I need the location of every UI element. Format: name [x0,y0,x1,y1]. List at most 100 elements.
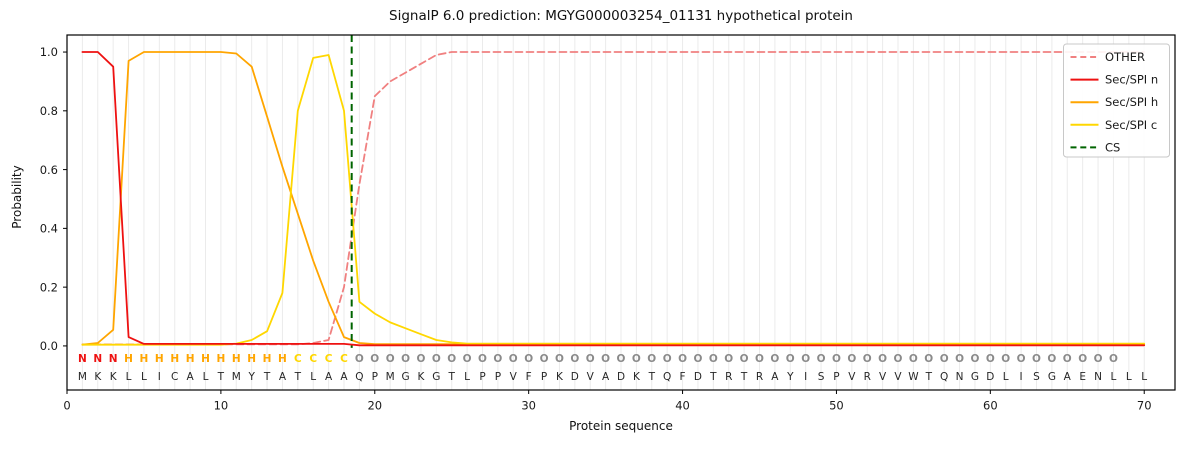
y-tick-label: 0.4 [40,222,58,236]
region-letter: H [155,353,164,365]
sequence-letter: L [1126,371,1132,383]
region-letter: O [970,353,979,365]
sequence-letter: L [1111,371,1117,383]
sequence-letter: L [141,371,147,383]
region-letter: O [1109,353,1118,365]
region-letter: O [647,353,656,365]
region-letter: O [832,353,841,365]
region-letter: O [1094,353,1103,365]
sequence-letter: D [986,371,994,383]
sequence-letter: I [804,371,807,383]
region-letter: C [340,353,348,365]
x-axis: 0 10 20 30 40 50 60 70 [63,390,1152,413]
sequence-letter: G [432,371,440,383]
region-letter: O [1001,353,1010,365]
sequence-letter: T [294,371,302,383]
region-letter: O [955,353,964,365]
region-letter: O [601,353,610,365]
sequence-letter: V [510,371,518,383]
sequence-letter: V [587,371,595,383]
region-letter: O [817,353,826,365]
sequence-letter: I [1020,371,1023,383]
sequence-letter: Y [247,371,255,383]
region-letter: O [586,353,595,365]
sequence-letter: P [833,371,839,383]
region-letter: O [1047,353,1056,365]
sequence-letter: A [279,371,287,383]
region-letter: O [863,353,872,365]
sequence-letter: C [171,371,178,383]
x-tick-label: 40 [675,399,690,413]
legend-item-cs: CS [1070,140,1120,154]
region-letter: O [894,353,903,365]
region-letter: N [109,353,118,365]
sequence-letter: F [526,371,532,383]
y-tick-label: 0.8 [40,104,58,118]
region-letter: H [124,353,133,365]
sequence-letter: R [756,371,763,383]
sequence-letter: K [556,371,564,383]
sequence-letter: T [448,371,456,383]
sequence-letter: A [325,371,333,383]
legend-item-sec-spi-h: Sec/SPI h [1070,95,1158,109]
sequence-letter: M [232,371,241,383]
sequence-letter: P [495,371,501,383]
legend-label: Sec/SPI n [1105,73,1158,87]
sequence-letter: S [1033,371,1040,383]
sequence-letter: L [464,371,470,383]
region-letter: O [663,353,672,365]
region-letter: O [909,353,918,365]
sequence-letter: G [971,371,979,383]
sequence-letter: Y [786,371,794,383]
region-letter: O [447,353,456,365]
chart-title: SignalP 6.0 prediction: MGYG000003254_01… [389,8,853,24]
region-letter: O [1078,353,1087,365]
series-sec-spi-n [81,51,1146,347]
sequence-letter: T [709,371,717,383]
x-axis-label: Protein sequence [569,419,673,433]
gridlines [81,35,1145,390]
legend-box [1063,43,1170,158]
region-letter: O [463,353,472,365]
sequence-letter: L [203,371,209,383]
region-letter: H [186,353,195,365]
x-tick-label: 30 [521,399,536,413]
region-letter: O [478,353,487,365]
region-letter: O [540,353,549,365]
region-letter: O [386,353,395,365]
region-letter: O [524,353,533,365]
sequence-letter: K [417,371,425,383]
region-letter: O [801,353,810,365]
region-letter: O [1017,353,1026,365]
x-tick-label: 60 [983,399,998,413]
region-letter: O [693,353,702,365]
sequence-letter: A [602,371,610,383]
region-letter: O [724,353,733,365]
sequence-letter: K [94,371,102,383]
sequence-letter: K [633,371,641,383]
legend-item-sec-spi-c: Sec/SPI c [1070,118,1157,132]
legend-label: Sec/SPI c [1105,118,1157,132]
region-letter: H [170,353,179,365]
sequence-letter: S [818,371,825,383]
sequence-letter: D [694,371,702,383]
series-sec-spi-h [81,51,1146,346]
legend-label: CS [1105,140,1120,154]
region-letter: O [740,353,749,365]
series-other [81,51,1146,346]
x-tick-label: 20 [367,399,382,413]
sequence-letter: A [340,371,348,383]
sequence-letter: Q [355,371,363,383]
sequence-letter: T [648,371,656,383]
sequence-letter: A [1064,371,1072,383]
sequence-letter: M [386,371,395,383]
sequence-letter: D [617,371,625,383]
legend: OTHER Sec/SPI n Sec/SPI h Sec/SPI c CS [1063,43,1170,158]
sequence-letter: Q [940,371,948,383]
x-tick-label: 70 [1137,399,1152,413]
sequence-letter: T [263,371,271,383]
sequence-letter: T [925,371,933,383]
plot-frame [66,34,1176,391]
region-letter: H [216,353,225,365]
